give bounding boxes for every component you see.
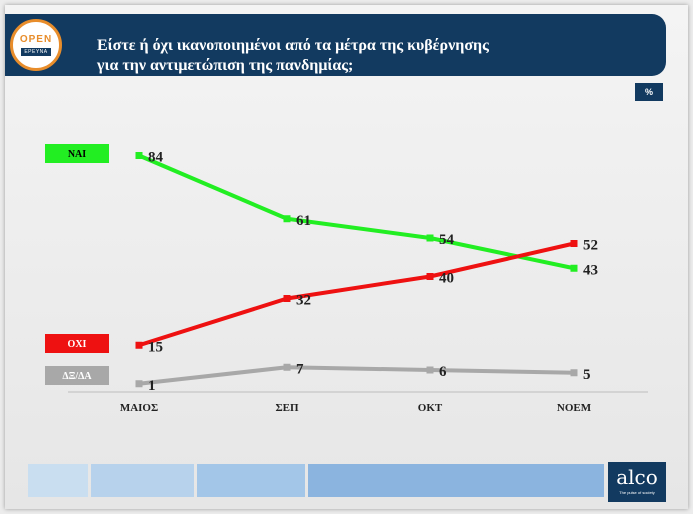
header-bar: Είστε ή όχι ικανοποιημένοι από τα μέτρα … [5,14,666,76]
legend-swatch-dkda [45,366,109,385]
open-logo: OPEN ΕΡΕΥΝΑ [10,19,62,71]
footer-strip-2 [91,464,194,497]
data-label-no: 52 [583,238,598,254]
x-tick-label: ΜΑΙΟΣ [120,402,158,414]
logo-bottom-text: ΕΡΕΥΝΑ [21,48,51,56]
legend-label-dkda: ΔΞ/ΔΑ [62,371,92,382]
x-tick-label: ΣΕΠ [275,402,299,414]
x-tick-label: ΟΚΤ [418,402,443,414]
data-point-dkda [570,369,578,377]
data-point-dkda [135,380,143,388]
chart-title: Είστε ή όχι ικανοποιημένοι από τα μέτρα … [97,36,657,76]
unit-badge: % [635,83,663,101]
data-label-dkda: 1 [148,378,156,394]
footer-strip-3 [197,464,305,497]
footer-strip-1 [28,464,88,497]
data-label-no: 15 [148,339,163,355]
series-line-no [138,241,575,348]
data-point-no [570,240,578,247]
data-point-no [283,295,291,302]
data-point-yes [135,152,143,159]
alco-brand: alco [616,465,658,489]
data-label-dkda: 5 [583,367,591,383]
footer-strip-4 [308,464,604,497]
alco-logo: alco The pulse of society [608,462,666,502]
legend-swatch-no [45,334,109,353]
data-label-yes: 61 [296,213,311,229]
data-point-yes [426,234,434,242]
legend-label-no: ΟΧΙ [68,339,87,350]
data-point-yes [283,215,291,223]
data-label-no: 40 [439,271,454,287]
data-point-dkda [426,366,434,374]
legend-swatch-yes [45,144,109,163]
title-line-2: για την αντιμετώπιση της πανδημίας; [97,57,354,74]
x-tick-label: ΝΟΕΜ [557,402,592,414]
data-point-no [426,273,434,280]
legend-label-yes: ΝΑΙ [68,149,86,160]
slide-background [5,5,688,509]
data-label-yes: 54 [439,232,455,248]
data-label-no: 32 [296,293,311,309]
title-line-1: Είστε ή όχι ικανοποιημένοι από τα μέτρα … [97,37,489,54]
alco-tagline: The pulse of society [619,490,655,495]
data-point-no [135,341,143,349]
data-point-yes [570,264,578,272]
logo-top-text: OPEN [19,34,53,45]
data-label-dkda: 7 [296,361,304,377]
data-point-dkda [283,363,291,371]
data-label-dkda: 6 [439,364,447,380]
data-label-yes: 84 [148,150,164,166]
series-line-yes [138,153,575,271]
data-label-yes: 43 [583,262,598,278]
series-line-dkda [138,365,575,386]
